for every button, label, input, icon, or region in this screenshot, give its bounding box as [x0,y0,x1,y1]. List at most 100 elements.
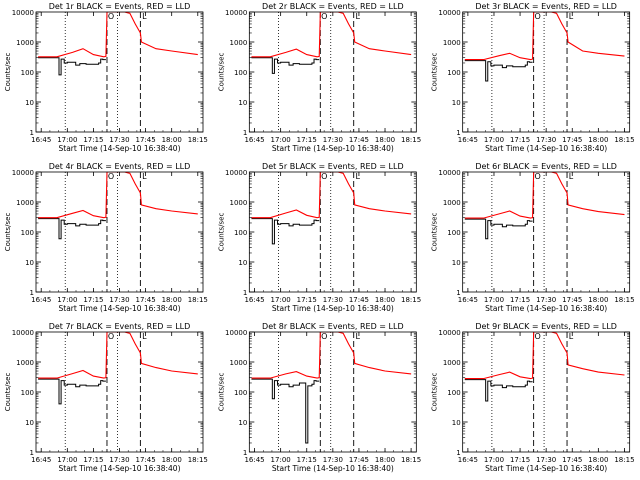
x-axis-label: Start Time (14-Sep-10 16:38:40) [272,144,394,153]
y-tick-label: 100 [447,229,460,237]
x-axis-label: Start Time (14-Sep-10 16:38:40) [485,304,607,313]
x-tick-label: 18:00 [588,456,608,464]
marker-label-O: O [321,332,327,341]
y-tick-label: 10 [452,419,461,427]
events-series-line [38,378,106,405]
panel-title: Det 2r BLACK = Events, RED = LLD [262,2,404,11]
x-axis-label: Start Time (14-Sep-10 16:38:40) [59,144,181,153]
y-tick-label: 1000 [443,359,461,367]
lld-series-line [38,332,198,379]
y-tick-label: 10 [25,259,34,267]
y-tick-label: 1 [456,129,460,137]
lld-series-line [251,332,412,379]
panel-title: Det 3r BLACK = Events, RED = LLD [475,2,617,11]
panel-title: Det 5r BLACK = Events, RED = LLD [262,162,404,171]
y-tick-label: 10000 [438,329,460,337]
x-tick-label: 17:45 [562,136,582,144]
lld-series-line [251,172,412,219]
events-series-line [464,218,533,240]
y-tick-label: 10 [25,419,34,427]
y-tick-label: 1000 [16,199,34,207]
x-tick-label: 17:00 [57,296,77,304]
x-axis-label: Start Time (14-Sep-10 16:38:40) [272,464,394,473]
y-axis-label: Counts/sec [217,213,225,252]
y-tick-label: 1 [243,449,247,457]
y-tick-label: 100 [234,389,247,397]
x-tick-label: 16:45 [244,296,264,304]
panel-title: Det 1r BLACK = Events, RED = LLD [49,2,191,11]
x-tick-label: 17:45 [136,136,156,144]
x-tick-label: 17:15 [297,456,317,464]
y-axis-label: Counts/sec [4,213,12,252]
x-tick-label: 17:15 [510,456,530,464]
x-tick-label: 18:15 [401,296,421,304]
x-tick-label: 17:15 [83,456,103,464]
y-tick-label: 100 [234,69,247,77]
x-tick-label: 18:15 [188,136,208,144]
y-tick-label: 10000 [12,169,34,177]
x-tick-label: 18:00 [162,456,182,464]
x-tick-label: 17:00 [484,456,504,464]
lld-series-line [38,172,198,219]
x-tick-label: 17:45 [349,136,369,144]
x-tick-label: 17:00 [271,456,291,464]
x-tick-label: 18:00 [375,136,395,144]
x-tick-label: 16:45 [244,136,264,144]
y-tick-label: 100 [234,229,247,237]
events-series-line [38,218,106,240]
x-tick-label: 16:45 [458,456,478,464]
y-tick-label: 100 [447,389,460,397]
x-tick-label: 18:15 [188,456,208,464]
x-tick-label: 17:15 [297,296,317,304]
y-tick-label: 1 [456,449,460,457]
y-tick-label: 1 [30,289,34,297]
x-tick-label: 18:00 [588,296,608,304]
events-series-line [251,57,320,74]
panel-title: Det 4r BLACK = Events, RED = LLD [49,162,191,171]
y-tick-label: 10 [238,419,247,427]
x-tick-label: 18:15 [188,296,208,304]
marker-label-O: O [534,332,540,341]
x-tick-label: 18:15 [401,456,421,464]
lld-series-line [251,12,412,58]
marker-label-L: L [142,12,147,21]
y-tick-label: 1 [30,449,34,457]
x-tick-label: 17:45 [349,296,369,304]
x-tick-label: 17:30 [536,296,556,304]
x-tick-label: 16:45 [31,136,51,144]
y-tick-label: 10 [25,99,34,107]
x-tick-label: 16:45 [458,296,478,304]
y-tick-label: 1 [243,289,247,297]
marker-label-L: L [142,332,147,341]
x-tick-label: 18:00 [162,136,182,144]
y-axis-label: Counts/sec [217,53,225,92]
y-tick-label: 1000 [443,39,461,47]
x-tick-label: 17:30 [323,296,343,304]
y-tick-label: 1000 [230,199,248,207]
marker-label-L: L [355,332,360,341]
y-tick-label: 10000 [438,9,460,17]
x-tick-label: 18:00 [588,136,608,144]
y-tick-label: 100 [21,389,34,397]
x-tick-label: 17:00 [271,296,291,304]
y-axis-label: Counts/sec [4,373,12,412]
x-tick-label: 17:45 [136,456,156,464]
y-tick-label: 10000 [12,9,34,17]
x-tick-label: 18:15 [614,456,634,464]
events-series-line [464,379,533,402]
x-tick-label: 17:45 [136,296,156,304]
x-tick-label: 18:15 [614,296,634,304]
x-tick-label: 18:15 [401,136,421,144]
marker-label-L: L [569,332,574,341]
marker-label-O: O [534,172,540,181]
x-tick-label: 18:00 [162,296,182,304]
marker-label-O: O [534,12,540,21]
marker-label-O: O [108,12,114,21]
events-series-line [38,57,106,76]
